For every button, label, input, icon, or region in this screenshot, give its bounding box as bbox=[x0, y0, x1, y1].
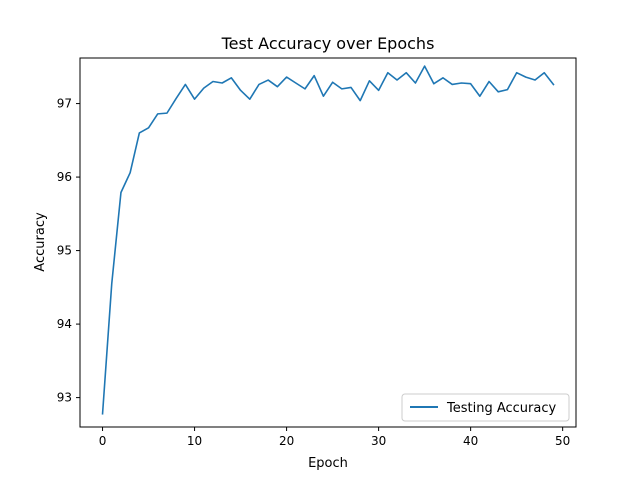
data-point bbox=[350, 87, 352, 89]
data-point bbox=[507, 89, 509, 91]
data-point bbox=[166, 112, 168, 114]
data-point bbox=[396, 79, 398, 81]
data-point bbox=[111, 283, 113, 285]
data-point bbox=[405, 72, 407, 74]
data-point bbox=[387, 72, 389, 74]
data-point bbox=[277, 86, 279, 88]
data-point bbox=[497, 91, 499, 93]
y-axis-ticks: 93 94 95 96 97 bbox=[57, 97, 80, 405]
data-point bbox=[488, 81, 490, 83]
data-point bbox=[258, 84, 260, 86]
data-point bbox=[295, 82, 297, 84]
data-point bbox=[148, 127, 150, 129]
data-point bbox=[323, 95, 325, 97]
y-tick-label: 94 bbox=[57, 317, 72, 331]
data-point bbox=[231, 77, 233, 79]
data-point bbox=[470, 83, 472, 85]
y-tick-label: 97 bbox=[57, 97, 72, 111]
data-point bbox=[249, 98, 251, 100]
series-line bbox=[101, 65, 555, 415]
plot-frame bbox=[79, 57, 577, 428]
data-point bbox=[313, 75, 315, 77]
y-tick-label: 96 bbox=[57, 170, 72, 184]
data-point bbox=[415, 82, 417, 84]
data-point bbox=[102, 413, 104, 415]
data-point bbox=[479, 95, 481, 97]
data-point bbox=[451, 84, 453, 86]
data-point bbox=[221, 82, 223, 84]
chart-title: Test Accuracy over Epochs bbox=[221, 34, 435, 53]
data-point bbox=[424, 65, 426, 67]
data-point bbox=[516, 72, 518, 74]
y-axis-label: Accuracy bbox=[33, 212, 48, 272]
x-tick-label: 40 bbox=[463, 434, 478, 448]
y-tick-label: 95 bbox=[57, 244, 72, 258]
x-tick-label: 50 bbox=[555, 434, 570, 448]
x-axis-ticks: 0 10 20 30 40 50 bbox=[99, 427, 570, 448]
data-point bbox=[359, 100, 361, 102]
data-point bbox=[341, 88, 343, 90]
legend-label: Testing Accuracy bbox=[446, 401, 556, 416]
data-point bbox=[157, 113, 159, 115]
data-point bbox=[553, 84, 555, 86]
x-axis-label: Epoch bbox=[308, 456, 348, 471]
data-point bbox=[267, 79, 269, 81]
data-point bbox=[212, 81, 214, 83]
x-tick-label: 0 bbox=[99, 434, 107, 448]
x-tick-label: 10 bbox=[187, 434, 202, 448]
data-point bbox=[461, 82, 463, 84]
data-point bbox=[442, 77, 444, 79]
data-point bbox=[240, 90, 242, 92]
data-point bbox=[203, 87, 205, 89]
data-point bbox=[139, 132, 141, 134]
data-point bbox=[185, 84, 187, 86]
data-point bbox=[175, 98, 177, 100]
data-point bbox=[304, 88, 306, 90]
data-point bbox=[543, 72, 545, 74]
x-tick-label: 20 bbox=[279, 434, 294, 448]
data-point bbox=[286, 76, 288, 78]
data-point bbox=[194, 98, 196, 100]
x-tick-label: 30 bbox=[371, 434, 386, 448]
data-point bbox=[332, 81, 334, 83]
legend: Testing Accuracy bbox=[401, 393, 570, 422]
data-point bbox=[369, 80, 371, 82]
data-point bbox=[120, 192, 122, 194]
data-point bbox=[525, 76, 527, 78]
data-point bbox=[433, 83, 435, 85]
data-point bbox=[534, 79, 536, 81]
data-point bbox=[129, 172, 131, 174]
series-layer bbox=[101, 65, 555, 415]
y-tick-label: 93 bbox=[57, 391, 72, 405]
data-point bbox=[378, 90, 380, 92]
legend-box bbox=[401, 393, 570, 422]
